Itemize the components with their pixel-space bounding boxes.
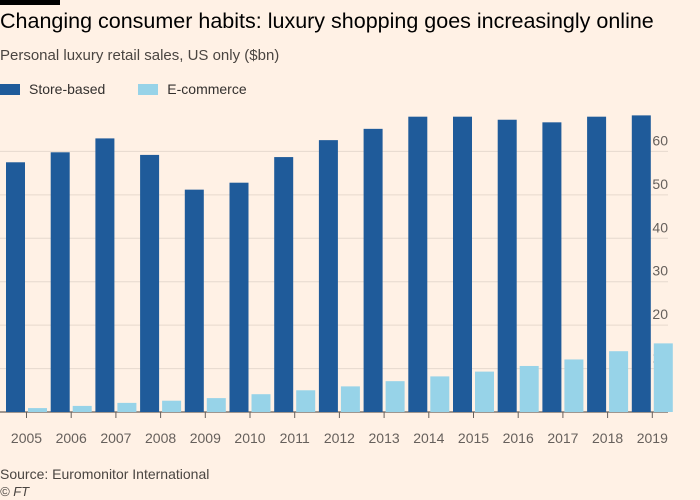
x-tick-label-2007: 2007 bbox=[100, 430, 131, 446]
bar-e-commerce-2008 bbox=[162, 400, 182, 412]
bar-e-commerce-2014 bbox=[430, 376, 450, 412]
x-tick-label-2006: 2006 bbox=[56, 430, 87, 446]
y-tick-label-60: 60 bbox=[652, 132, 668, 148]
bar-e-commerce-2011 bbox=[296, 390, 316, 412]
bar-store-based-2009 bbox=[184, 189, 204, 412]
source-note: Source: Euromonitor International bbox=[0, 466, 210, 482]
bar-store-based-2008 bbox=[140, 154, 160, 412]
x-tick-label-2011: 2011 bbox=[280, 430, 310, 446]
y-tick-label-30: 30 bbox=[652, 263, 668, 279]
bar-store-based-2017 bbox=[542, 122, 562, 413]
x-tick-label-2005: 2005 bbox=[11, 430, 42, 446]
bar-e-commerce-2006 bbox=[72, 405, 92, 412]
y-tick-label-20: 20 bbox=[652, 306, 668, 322]
bar-e-commerce-2005 bbox=[28, 408, 47, 412]
bar-store-based-2005 bbox=[6, 162, 25, 412]
bar-e-commerce-2007 bbox=[117, 402, 137, 412]
legend: Store-based E-commerce bbox=[0, 80, 247, 98]
bar-e-commerce-2016 bbox=[519, 365, 539, 412]
brand-bar bbox=[0, 0, 60, 5]
bar-store-based-2010 bbox=[229, 182, 249, 412]
chart-subtitle: Personal luxury retail sales, US only ($… bbox=[0, 47, 280, 64]
bar-store-based-2016 bbox=[497, 119, 517, 413]
x-tick-label-2008: 2008 bbox=[145, 430, 176, 446]
bar-e-commerce-2013 bbox=[385, 381, 405, 412]
legend-label-e-commerce: E-commerce bbox=[167, 81, 247, 97]
legend-swatch-store-based bbox=[0, 83, 20, 95]
x-tick-label-2014: 2014 bbox=[413, 430, 444, 446]
bar-e-commerce-2012 bbox=[340, 386, 360, 412]
x-tick-label-2016: 2016 bbox=[503, 430, 534, 446]
chart-title: Changing consumer habits: luxury shoppin… bbox=[0, 9, 654, 33]
legend-swatch-e-commerce bbox=[138, 83, 159, 95]
bar-store-based-2013 bbox=[363, 128, 383, 413]
bar-e-commerce-2019 bbox=[653, 343, 673, 412]
bar-store-based-2014 bbox=[408, 116, 428, 412]
bar-e-commerce-2010 bbox=[251, 394, 271, 412]
bar-store-based-2006 bbox=[50, 152, 70, 412]
bar-e-commerce-2015 bbox=[475, 371, 494, 412]
bar-e-commerce-2018 bbox=[609, 351, 629, 412]
y-tick-label-50: 50 bbox=[652, 176, 668, 192]
x-tick-label-2009: 2009 bbox=[190, 430, 221, 446]
y-tick-label-40: 40 bbox=[652, 219, 668, 235]
bar-store-based-2012 bbox=[318, 140, 338, 412]
bar-store-based-2011 bbox=[274, 157, 294, 412]
x-tick-label-2010: 2010 bbox=[234, 430, 265, 446]
x-tick-label-2017: 2017 bbox=[547, 430, 578, 446]
bar-e-commerce-2009 bbox=[206, 398, 226, 412]
x-tick-label-2018: 2018 bbox=[592, 430, 623, 446]
bar-store-based-2019 bbox=[631, 115, 651, 412]
legend-item-store-based: Store-based bbox=[0, 81, 105, 97]
x-tick-label-2012: 2012 bbox=[324, 430, 355, 446]
legend-item-e-commerce: E-commerce bbox=[138, 81, 247, 97]
x-tick-label-2019: 2019 bbox=[637, 430, 668, 446]
x-tick-label-2015: 2015 bbox=[458, 430, 489, 446]
bar-store-based-2015 bbox=[453, 116, 472, 412]
x-tick-label-2013: 2013 bbox=[369, 430, 400, 446]
bar-store-based-2018 bbox=[587, 116, 607, 412]
bar-e-commerce-2017 bbox=[564, 359, 584, 412]
copyright-note: © FT bbox=[0, 484, 30, 499]
legend-label-store-based: Store-based bbox=[29, 81, 106, 97]
bar-store-based-2007 bbox=[95, 138, 115, 412]
